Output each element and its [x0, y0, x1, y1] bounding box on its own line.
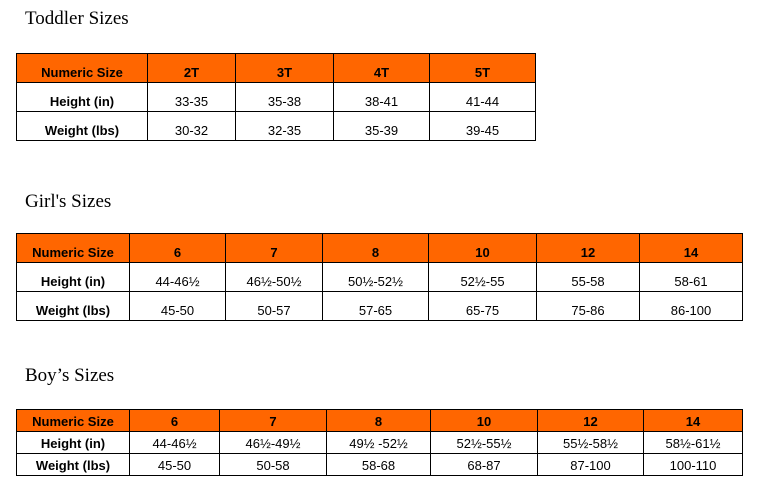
weight-row: Weight (lbs) 45-50 50-58 58-68 68-87 87-…	[16, 453, 743, 476]
height-label: Height (in)	[16, 431, 130, 454]
height-row: Height (in) 44-46½ 46½-50½ 50½-52½ 52½-5…	[16, 262, 743, 292]
height-cell: 44-46½	[129, 262, 226, 292]
table-header-row: Numeric Size 6 7 8 10 12 14	[16, 409, 743, 432]
toddler-sizes-title: Toddler Sizes	[25, 8, 129, 29]
numeric-size-label: Numeric Size	[16, 53, 148, 83]
weight-cell: 32-35	[235, 111, 334, 141]
weight-row: Weight (lbs) 45-50 50-57 57-65 65-75 75-…	[16, 291, 743, 321]
boys-size-table: Numeric Size 6 7 8 10 12 14 Height (in) …	[16, 409, 743, 476]
size-header-cell: 3T	[235, 53, 334, 83]
weight-label: Weight (lbs)	[16, 111, 148, 141]
weight-cell: 86-100	[639, 291, 743, 321]
size-header-cell: 2T	[147, 53, 236, 83]
weight-cell: 68-87	[430, 453, 538, 476]
weight-cell: 100-110	[643, 453, 743, 476]
size-header-cell: 14	[639, 233, 743, 263]
table-header-row: Numeric Size 2T 3T 4T 5T	[16, 53, 536, 83]
height-cell: 52½-55½	[430, 431, 538, 454]
size-header-cell: 8	[326, 409, 431, 432]
boys-sizes-title: Boy’s Sizes	[25, 365, 115, 386]
height-cell: 50½-52½	[322, 262, 429, 292]
size-header-cell: 10	[430, 409, 538, 432]
height-label: Height (in)	[16, 82, 148, 112]
height-cell: 58-61	[639, 262, 743, 292]
size-header-cell: 8	[322, 233, 429, 263]
size-header-cell: 5T	[429, 53, 536, 83]
height-cell: 55½-58½	[537, 431, 644, 454]
size-header-cell: 7	[225, 233, 323, 263]
size-header-cell: 14	[643, 409, 743, 432]
height-cell: 38-41	[333, 82, 430, 112]
size-header-cell: 6	[129, 409, 220, 432]
height-cell: 35-38	[235, 82, 334, 112]
height-cell: 41-44	[429, 82, 536, 112]
height-row: Height (in) 33-35 35-38 38-41 41-44	[16, 82, 536, 112]
height-cell: 46½-49½	[219, 431, 327, 454]
height-cell: 46½-50½	[225, 262, 323, 292]
weight-cell: 45-50	[129, 453, 220, 476]
size-header-cell: 7	[219, 409, 327, 432]
weight-cell: 35-39	[333, 111, 430, 141]
weight-label: Weight (lbs)	[16, 291, 130, 321]
toddler-size-table: Numeric Size 2T 3T 4T 5T Height (in) 33-…	[16, 53, 536, 141]
height-cell: 33-35	[147, 82, 236, 112]
weight-cell: 45-50	[129, 291, 226, 321]
height-cell: 58½-61½	[643, 431, 743, 454]
girls-size-table: Numeric Size 6 7 8 10 12 14 Height (in) …	[16, 233, 743, 321]
weight-cell: 58-68	[326, 453, 431, 476]
height-cell: 49½ -52½	[326, 431, 431, 454]
weight-cell: 50-58	[219, 453, 327, 476]
table-header-row: Numeric Size 6 7 8 10 12 14	[16, 233, 743, 263]
numeric-size-label: Numeric Size	[16, 233, 130, 263]
size-header-cell: 4T	[333, 53, 430, 83]
weight-cell: 87-100	[537, 453, 644, 476]
size-header-cell: 12	[536, 233, 640, 263]
height-cell: 55-58	[536, 262, 640, 292]
numeric-size-label: Numeric Size	[16, 409, 130, 432]
weight-cell: 75-86	[536, 291, 640, 321]
height-row: Height (in) 44-46½ 46½-49½ 49½ -52½ 52½-…	[16, 431, 743, 454]
weight-label: Weight (lbs)	[16, 453, 130, 476]
weight-cell: 30-32	[147, 111, 236, 141]
weight-row: Weight (lbs) 30-32 32-35 35-39 39-45	[16, 111, 536, 141]
height-cell: 52½-55	[428, 262, 537, 292]
weight-cell: 57-65	[322, 291, 429, 321]
height-label: Height (in)	[16, 262, 130, 292]
height-cell: 44-46½	[129, 431, 220, 454]
weight-cell: 39-45	[429, 111, 536, 141]
weight-cell: 50-57	[225, 291, 323, 321]
size-header-cell: 12	[537, 409, 644, 432]
size-header-cell: 10	[428, 233, 537, 263]
weight-cell: 65-75	[428, 291, 537, 321]
girls-sizes-title: Girl's Sizes	[25, 191, 112, 212]
size-header-cell: 6	[129, 233, 226, 263]
